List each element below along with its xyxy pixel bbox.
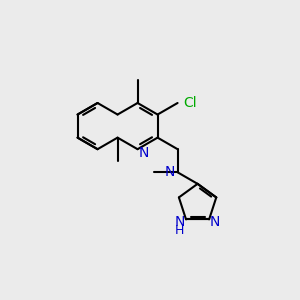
Text: Cl: Cl [184,96,197,110]
Text: N: N [175,215,185,229]
Text: N: N [210,215,220,229]
Text: N: N [139,146,149,160]
Text: H: H [175,224,184,237]
Text: N: N [165,165,175,179]
